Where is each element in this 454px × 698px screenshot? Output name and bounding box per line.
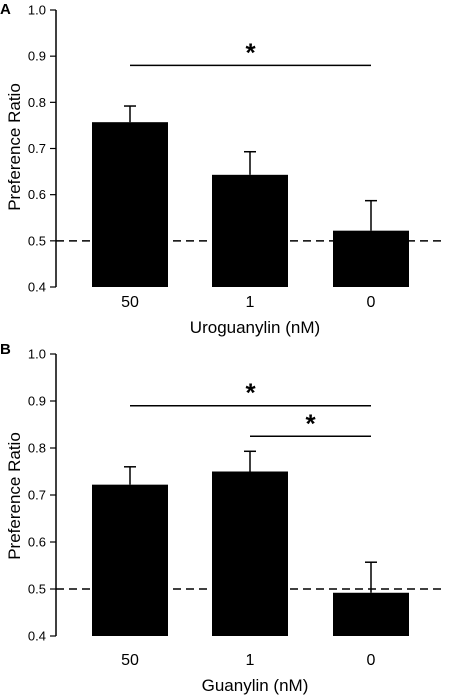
y-tick-label-a: 0.4: [28, 280, 46, 295]
x-axis-title-b: Guanylin (nM): [202, 676, 309, 695]
significance-star-a-0: *: [245, 37, 256, 67]
y-tick-label-a: 0.8: [28, 95, 46, 110]
y-tick-label-b: 0.8: [28, 441, 46, 456]
significance-star-b-1: *: [305, 408, 316, 438]
panel-b: B Preference Ratio Guanylin (nM) 0.4 0.5 0…: [0, 341, 443, 695]
category-label-a: 0: [367, 294, 376, 311]
bar-a-50: [92, 122, 168, 287]
y-tick-label-b: 0.6: [28, 535, 46, 550]
panel-label-b: B: [0, 341, 11, 358]
y-tick-label-b: 0.5: [28, 582, 46, 597]
y-tick-label-b: 0.9: [28, 394, 46, 409]
panel-a: A Preference Ratio Uroguanylin (nM) 0.4 0…: [0, 1, 443, 337]
category-label-b: 50: [121, 652, 139, 669]
bar-a-1: [212, 174, 288, 287]
bar-a-0: [333, 230, 409, 287]
y-tick-label-b: 0.7: [28, 488, 46, 503]
category-label-a: 50: [121, 294, 139, 311]
panel-label-a: A: [0, 1, 11, 18]
y-tick-label-a: 0.6: [28, 187, 46, 202]
y-tick-label-a: 0.5: [28, 233, 46, 248]
y-tick-label-b: 0.4: [28, 629, 46, 644]
category-label-b: 0: [367, 652, 376, 669]
y-axis-title-a: Preference Ratio: [5, 83, 24, 211]
significance-star-b-0: *: [245, 378, 256, 408]
y-tick-label-b: 1.0: [28, 347, 46, 362]
bar-b-50: [92, 484, 168, 636]
category-label-b: 1: [246, 652, 255, 669]
bar-b-1: [212, 471, 288, 636]
x-axis-title-a: Uroguanylin (nM): [190, 318, 320, 337]
bar-b-0: [333, 592, 409, 636]
y-tick-label-a: 0.9: [28, 49, 46, 64]
category-label-a: 1: [246, 294, 255, 311]
y-tick-label-a: 0.7: [28, 141, 46, 156]
y-axis-title-b: Preference Ratio: [5, 432, 24, 560]
y-tick-label-a: 1.0: [28, 3, 46, 18]
